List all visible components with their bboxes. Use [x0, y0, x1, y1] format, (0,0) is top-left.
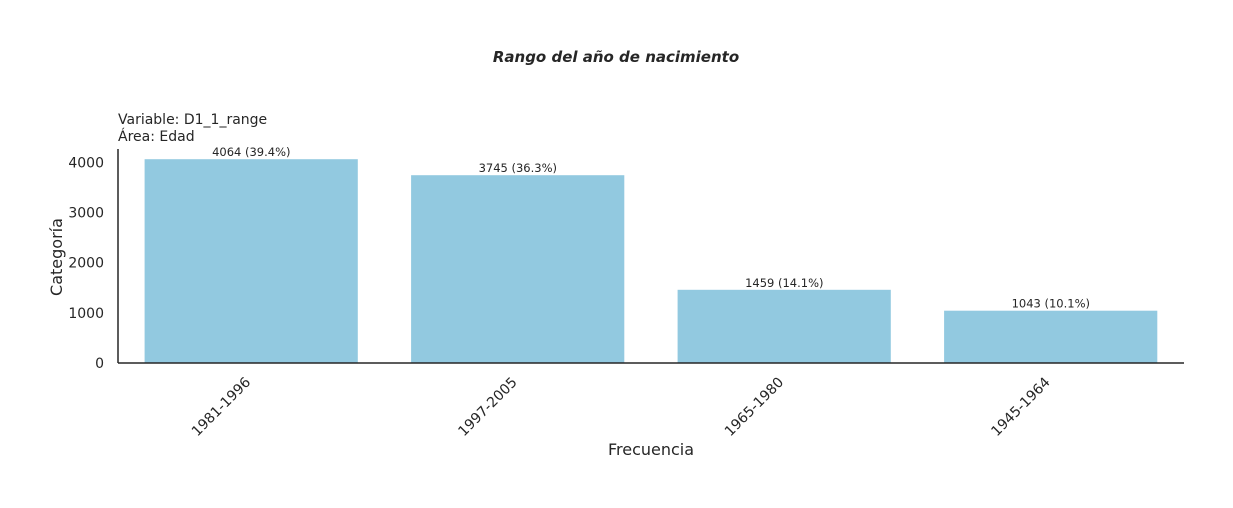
chart-title: Rango del año de nacimiento	[493, 48, 739, 66]
y-tick-label: 1000	[68, 306, 104, 322]
bar-1981-1996	[144, 159, 358, 363]
y-tick-label: 0	[95, 356, 104, 372]
y-tick-label: 3000	[68, 206, 104, 222]
data-label: 1459 (14.1%)	[745, 276, 823, 290]
y-tick-label: 2000	[68, 256, 104, 272]
x-axis-label: Frecuencia	[608, 440, 694, 459]
data-label: 4064 (39.4%)	[212, 145, 290, 159]
bar-1997-2005	[411, 175, 625, 363]
data-label: 1043 (10.1%)	[1012, 297, 1090, 311]
y-ticks-group: 0 1000 2000 3000 4000	[68, 155, 104, 372]
x-tick-label: 1945-1964	[988, 374, 1053, 439]
bar-1965-1980	[677, 289, 891, 363]
bar-1945-1964	[944, 310, 1158, 363]
y-tick-label: 4000	[68, 155, 104, 171]
x-ticks-group: 1981-1996 1997-2005 1965-1980 1945-1964	[189, 374, 1054, 439]
area-subtitle: Área: Edad	[118, 128, 195, 145]
bars-group: 4064 (39.4%) 3745 (36.3%) 1459 (14.1%) 1043…	[144, 145, 1158, 363]
y-axis-label: Categoría	[47, 218, 66, 296]
x-tick-label: 1965-1980	[722, 375, 787, 440]
x-tick-label: 1997-2005	[455, 375, 520, 440]
data-label: 3745 (36.3%)	[479, 161, 557, 175]
variable-subtitle: Variable: D1_1_range	[118, 112, 267, 128]
x-tick-label: 1981-1996	[189, 374, 254, 439]
